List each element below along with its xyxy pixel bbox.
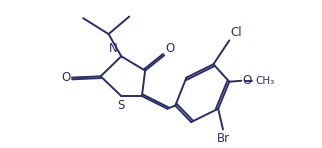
Text: CH₃: CH₃ bbox=[255, 76, 275, 86]
Text: O: O bbox=[166, 42, 175, 55]
Text: N: N bbox=[109, 42, 118, 55]
Text: O: O bbox=[62, 71, 71, 84]
Text: S: S bbox=[118, 99, 125, 112]
Text: O: O bbox=[242, 74, 251, 87]
Text: Cl: Cl bbox=[230, 26, 242, 40]
Text: Br: Br bbox=[216, 132, 230, 145]
